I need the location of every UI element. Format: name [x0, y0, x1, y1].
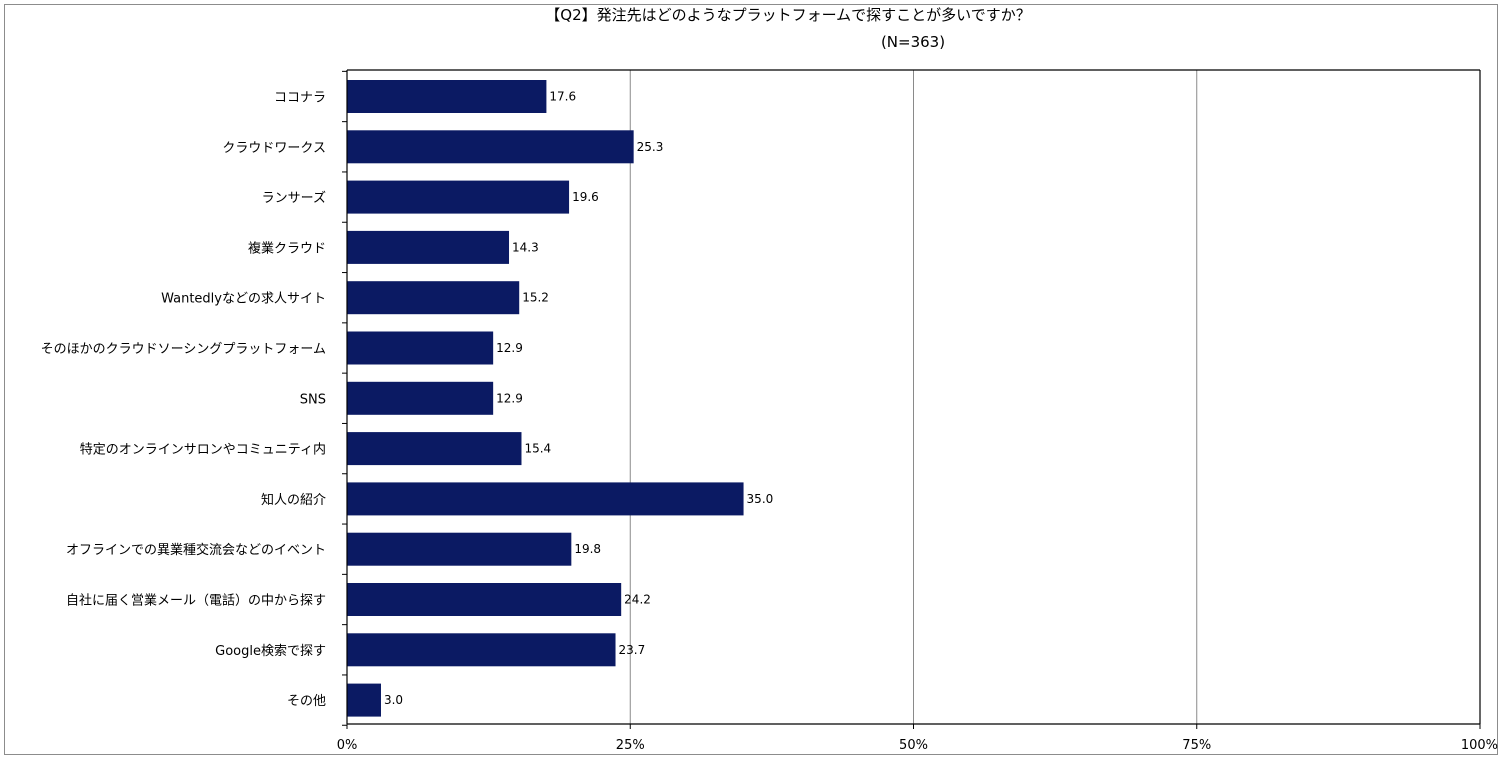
bars: [347, 80, 744, 717]
bar: [347, 633, 616, 667]
bar: [347, 130, 634, 164]
chart-subtitle: (N=363): [881, 33, 945, 51]
value-label: 12.9: [496, 391, 523, 405]
bar: [347, 432, 522, 466]
category-label: その他: [287, 694, 326, 709]
value-label: 24.2: [624, 593, 651, 607]
category-label: Wantedlyなどの求人サイト: [161, 292, 326, 307]
value-label: 25.3: [637, 140, 664, 154]
chart-title: 【Q2】発注先はどのようなプラットフォームで探すことが多いですか？: [545, 6, 1030, 24]
value-labels: 17.6 25.3 19.6 14.3 15.2 12.9 12.9 15.4 35.0 19.8…: [384, 90, 773, 708]
value-label: 14.3: [512, 240, 539, 254]
category-label: オフラインでの異業種交流会などのイベント: [66, 542, 326, 558]
bar: [347, 80, 547, 113]
bar: [347, 482, 744, 516]
x-tick-label: 50%: [899, 738, 928, 753]
category-label: SNS: [300, 392, 326, 407]
value-label: 23.7: [619, 643, 646, 657]
x-tick-label: 25%: [616, 738, 645, 753]
bar: [347, 583, 622, 616]
category-label: そのほかのクラウドソーシングプラットフォーム: [41, 342, 326, 357]
bar: [347, 532, 572, 566]
value-label: 15.2: [522, 291, 549, 305]
x-tick-label: 75%: [1182, 738, 1211, 753]
category-label: ランサーズ: [262, 190, 326, 206]
category-label: クラウドワークス: [222, 141, 326, 156]
x-tick-labels: 0% 25% 50% 75% 100%: [337, 738, 1498, 753]
value-label: 19.6: [572, 190, 599, 204]
value-label: 19.8: [574, 542, 601, 556]
category-label: ココナラ: [274, 91, 326, 106]
category-label: 特定のオンラインサロンやコミュニティ内: [80, 442, 326, 458]
bar: [347, 230, 510, 264]
bar: [347, 381, 494, 415]
bar: [347, 180, 570, 214]
value-label: 15.4: [524, 442, 551, 456]
x-tick-label: 0%: [337, 738, 358, 753]
value-label: 3.0: [384, 693, 403, 707]
bar: [347, 683, 381, 717]
value-label: 35.0: [747, 492, 774, 506]
category-label: 知人の紹介: [261, 492, 326, 508]
bar: [347, 281, 520, 315]
category-label: 複業クラウド: [248, 240, 326, 256]
axes: [342, 69, 1481, 729]
value-label: 17.6: [549, 90, 576, 104]
gridlines: [629, 70, 1481, 724]
chart-frame: [4, 4, 1498, 755]
category-label: Google検索で探す: [215, 644, 326, 659]
x-tick-label: 100%: [1461, 738, 1498, 753]
category-label: 自社に届く営業メール（電話）の中から探す: [66, 593, 326, 609]
bar: [347, 331, 494, 365]
value-label: 12.9: [496, 341, 523, 355]
